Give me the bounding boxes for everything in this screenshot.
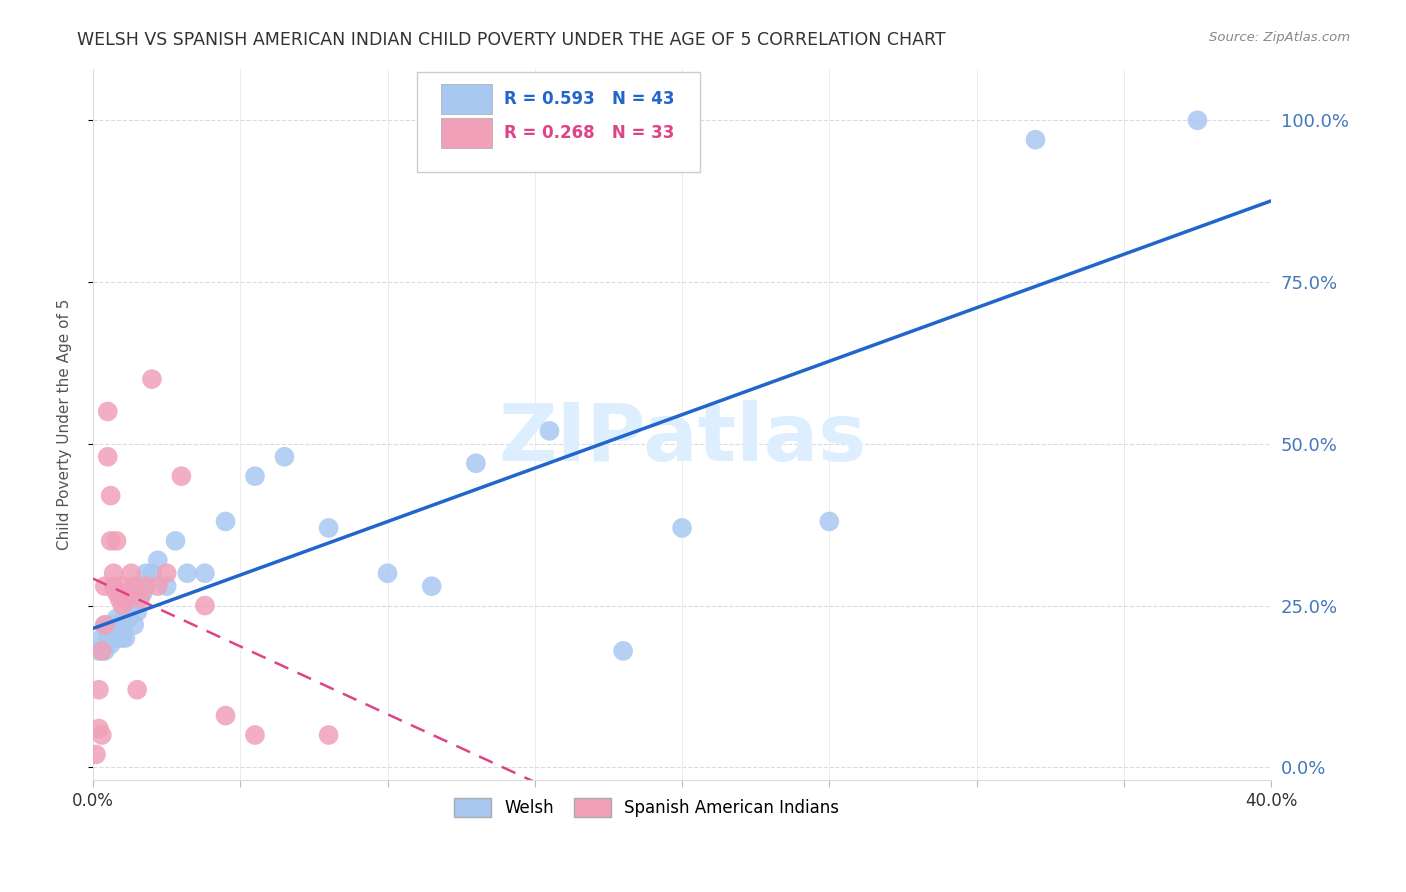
Point [94,579,117,593]
FancyBboxPatch shape [418,72,700,172]
Point [135,579,157,593]
Point [194,599,217,613]
Point [105,533,128,548]
Point [108,618,131,632]
Point [135,566,157,581]
Point [108,592,131,607]
FancyBboxPatch shape [440,84,492,114]
Point [243,728,266,742]
Point [146,579,169,593]
Point [111,618,134,632]
Point [111,599,134,613]
Point [120,599,142,613]
Point [97,618,120,632]
Text: R = 0.593   N = 43: R = 0.593 N = 43 [505,90,675,108]
Point [146,553,169,567]
Point [122,618,145,632]
Point [90,728,112,742]
Point [318,521,340,535]
Point [538,424,561,438]
Y-axis label: Child Poverty Under the Age of 5: Child Poverty Under the Age of 5 [58,299,72,550]
Point [141,372,163,386]
Point [612,644,634,658]
Point [120,566,142,581]
Point [129,592,152,607]
Point [90,644,112,658]
Point [464,456,486,470]
Point [156,579,179,593]
Point [111,631,134,645]
Point [117,611,139,625]
Point [100,637,122,651]
Point [90,631,112,645]
Point [87,644,110,658]
Point [377,566,399,581]
Point [94,618,117,632]
Point [671,521,693,535]
Point [1024,133,1046,147]
Legend: Welsh, Spanish American Indians: Welsh, Spanish American Indians [446,789,848,825]
Point [318,728,340,742]
Point [117,585,139,599]
Point [105,585,128,599]
Text: Source: ZipAtlas.com: Source: ZipAtlas.com [1209,31,1350,45]
Point [156,566,179,581]
Point [105,611,128,625]
Point [114,592,136,607]
Point [97,450,120,464]
Point [103,566,125,581]
Point [165,533,187,548]
Point [214,708,236,723]
Point [111,624,134,639]
Point [97,631,120,645]
FancyBboxPatch shape [440,118,492,147]
Point [129,579,152,593]
Point [97,404,120,418]
Point [1187,113,1209,128]
Point [103,579,125,593]
Point [111,579,134,593]
Point [105,624,128,639]
Point [94,644,117,658]
Point [214,515,236,529]
Point [420,579,443,593]
Point [103,618,125,632]
Point [176,566,198,581]
Point [132,585,155,599]
Point [100,489,122,503]
Text: WELSH VS SPANISH AMERICAN INDIAN CHILD POVERTY UNDER THE AGE OF 5 CORRELATION CH: WELSH VS SPANISH AMERICAN INDIAN CHILD P… [77,31,946,49]
Point [100,533,122,548]
Point [87,682,110,697]
Point [84,747,107,762]
Point [94,618,117,632]
Point [194,566,217,581]
Point [114,631,136,645]
Point [127,605,149,619]
Point [108,631,131,645]
Point [243,469,266,483]
Point [818,515,841,529]
Text: R = 0.268   N = 33: R = 0.268 N = 33 [505,124,675,142]
Point [170,469,193,483]
Point [127,682,149,697]
Point [87,722,110,736]
Point [273,450,295,464]
Point [122,579,145,593]
Point [141,566,163,581]
Point [103,631,125,645]
Text: ZIPatlas: ZIPatlas [498,400,866,477]
